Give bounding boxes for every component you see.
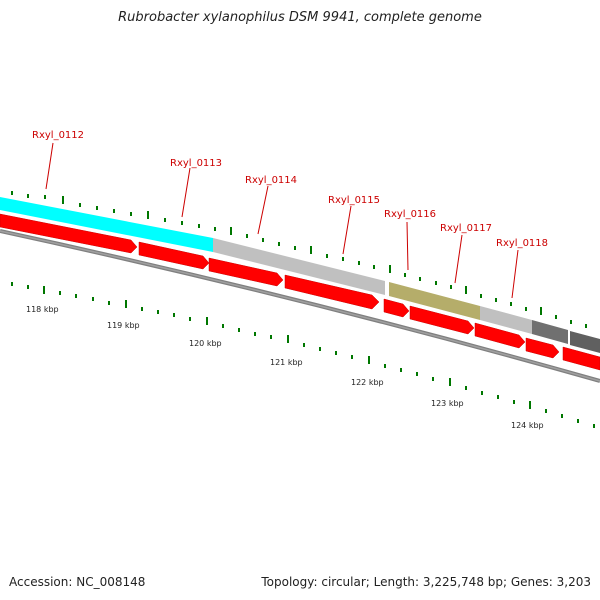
gene-arrow-rxyl-0113[interactable] [138,241,210,270]
gene-arrow-rxyl-0119[interactable] [525,337,560,359]
gene-arrow-rxyl-0116[interactable] [383,298,410,318]
genome-summary-text: Topology: circular; Length: 3,225,748 bp… [261,575,591,589]
light-gray-feature-band[interactable] [213,238,385,295]
genome-backbone [0,229,600,383]
gene-arrow-row [0,213,600,371]
outer-ticks [11,191,587,328]
accession-text: Accession: NC_008148 [9,575,146,589]
gene-label-rxyl-0112[interactable]: Rxyl_0112 [32,130,84,141]
gene-arrow-rxyl-0114[interactable] [208,257,284,287]
gene-labels: Rxyl_0112 Rxyl_0113 Rxyl_0114 Rxyl_0115 … [32,130,548,249]
scale-label-120-kbp: 120 kbp [189,339,222,348]
gene-arrow-rxyl-0117[interactable] [409,305,475,335]
olive-feature-band[interactable] [389,282,480,320]
light-gray-feature-band-2[interactable] [480,306,532,334]
gene-label-rxyl-0115[interactable]: Rxyl_0115 [328,195,380,206]
gene-arrow-rxyl-0112[interactable] [0,213,138,254]
scale-label-119-kbp: 119 kbp [107,321,140,330]
gene-label-rxyl-0116[interactable]: Rxyl_0116 [384,209,436,220]
scale-label-121-kbp: 121 kbp [270,358,303,367]
gene-label-rxyl-0117[interactable]: Rxyl_0117 [440,223,492,234]
scale-label-123-kbp: 123 kbp [431,399,464,408]
gene-label-rxyl-0114[interactable]: Rxyl_0114 [245,175,297,186]
gene-label-rxyl-0113[interactable]: Rxyl_0113 [170,158,222,169]
gene-arrow-rxyl-0118[interactable] [474,322,526,349]
gene-arrow-rxyl-0120[interactable] [562,346,600,371]
gene-arrow-rxyl-0115[interactable] [284,274,380,310]
inner-ticks [11,282,595,428]
scale-label-118-kbp: 118 kbp [26,305,59,314]
feature-band-row [0,197,600,353]
scale-label-122-kbp: 122 kbp [351,378,384,387]
gene-label-rxyl-0118[interactable]: Rxyl_0118 [496,238,548,249]
cyan-feature-band[interactable] [0,197,213,252]
dark-gray-feature-band-2[interactable] [570,331,600,353]
map-title: Rubrobacter xylanophilus DSM 9941, compl… [118,10,482,25]
dark-gray-feature-band[interactable] [532,320,568,344]
scale-label-124-kbp: 124 kbp [511,421,544,430]
scale-labels: 118 kbp 119 kbp 120 kbp 121 kbp 122 kbp … [26,305,544,430]
gene-label-leaders [45,142,519,299]
